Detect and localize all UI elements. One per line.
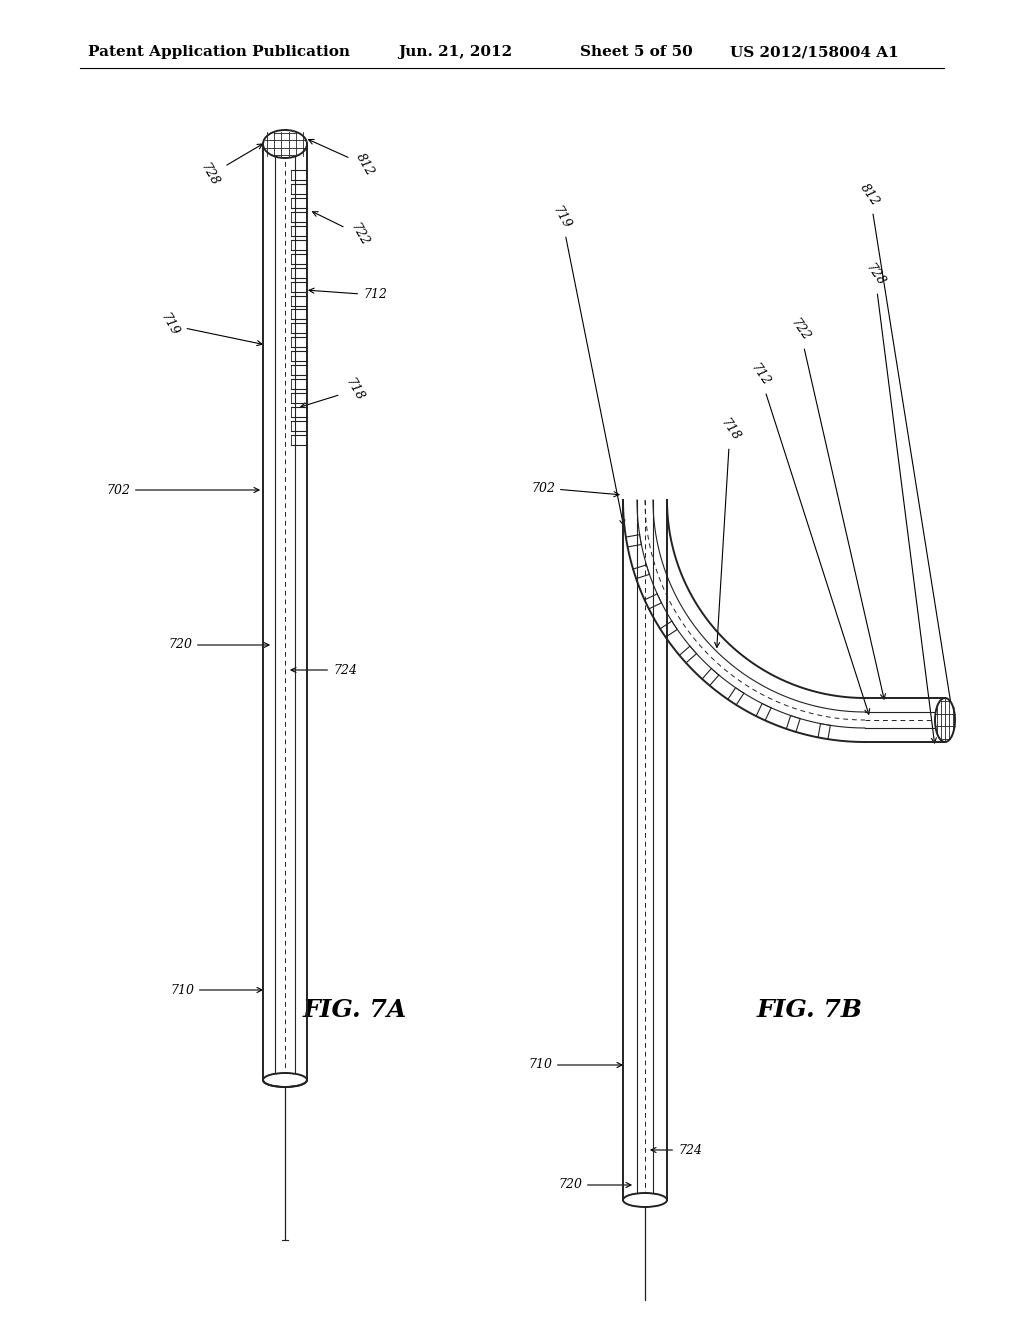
Text: 720: 720 — [168, 639, 269, 652]
Text: 712: 712 — [309, 288, 387, 301]
Text: 722: 722 — [312, 211, 372, 248]
Text: 724: 724 — [651, 1143, 702, 1156]
Text: 719: 719 — [550, 205, 625, 525]
Text: 702: 702 — [531, 482, 618, 496]
Ellipse shape — [263, 129, 307, 158]
Text: 710: 710 — [170, 983, 262, 997]
Text: 724: 724 — [291, 664, 357, 676]
Text: 718: 718 — [715, 416, 742, 647]
Ellipse shape — [623, 1193, 667, 1206]
Text: FIG. 7B: FIG. 7B — [757, 998, 863, 1022]
Text: 812: 812 — [308, 140, 377, 178]
Ellipse shape — [935, 698, 955, 742]
Text: 728: 728 — [863, 261, 936, 743]
Text: 702: 702 — [106, 483, 259, 496]
Text: 722: 722 — [787, 317, 886, 700]
Text: 710: 710 — [528, 1059, 622, 1072]
Text: 712: 712 — [748, 362, 869, 714]
Text: Patent Application Publication: Patent Application Publication — [88, 45, 350, 59]
Text: FIG. 7A: FIG. 7A — [303, 998, 408, 1022]
Text: 812: 812 — [858, 181, 954, 713]
Text: 718: 718 — [301, 376, 367, 408]
Text: 728: 728 — [199, 144, 262, 189]
Ellipse shape — [263, 1073, 307, 1086]
Text: 720: 720 — [558, 1179, 631, 1192]
Text: 719: 719 — [159, 312, 262, 346]
Text: Jun. 21, 2012: Jun. 21, 2012 — [398, 45, 512, 59]
Text: Sheet 5 of 50: Sheet 5 of 50 — [580, 45, 693, 59]
Text: US 2012/158004 A1: US 2012/158004 A1 — [730, 45, 899, 59]
